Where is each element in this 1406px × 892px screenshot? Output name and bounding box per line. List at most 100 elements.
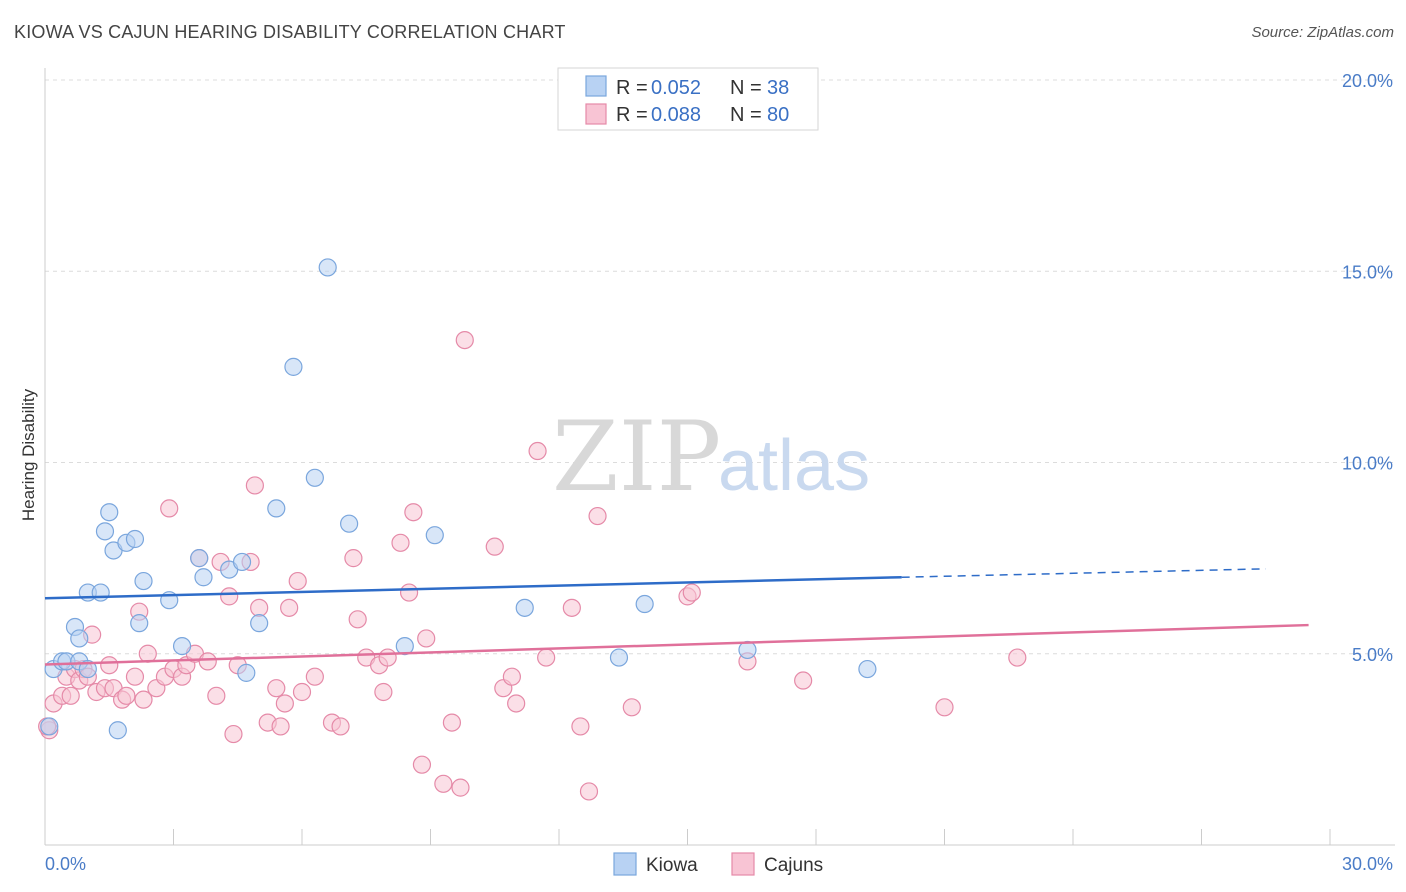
cajun-point: [391, 533, 410, 552]
kiowa-point: [237, 663, 256, 682]
cajun-point: [224, 724, 243, 744]
cajun-point: [622, 698, 641, 717]
kiowa-point: [134, 571, 153, 591]
cajun-point: [220, 587, 239, 606]
cajun-trend-line: [44, 623, 1309, 666]
kiowa-trend-line: [44, 576, 902, 600]
cajun-point: [794, 671, 813, 690]
kiowa-point: [232, 552, 252, 572]
cajun-point: [374, 682, 393, 702]
cajun-point: [485, 537, 504, 556]
watermark-zip: ZIP: [552, 401, 721, 513]
kiowa-point: [318, 258, 337, 277]
kiowa-point: [635, 594, 654, 614]
bottom-legend-label-cajuns: Cajuns: [764, 855, 823, 876]
cajun-point: [579, 782, 599, 801]
cajun-point: [412, 755, 432, 774]
kiowa-point: [108, 721, 127, 740]
correlation-legend: R = 0.052 N = 38 R = 0.088 N = 80: [557, 67, 819, 131]
cajun-point: [245, 476, 264, 495]
y-tick-label: 10.0%: [1342, 454, 1393, 474]
legend-swatch-kiowa: [585, 75, 607, 97]
cajun-point: [271, 717, 290, 736]
cajun-point: [399, 583, 419, 602]
bottom-legend-swatch-cajuns: [731, 852, 755, 876]
kiowa-point: [91, 583, 110, 602]
cajun-point: [331, 717, 350, 736]
cajun-point: [434, 774, 453, 793]
legend-r-label-cajuns: R =: [616, 104, 648, 126]
x-tick-label: 30.0%: [1342, 854, 1393, 874]
cajun-point: [305, 667, 324, 686]
tick-labels: 5.0% 10.0% 15.0% 20.0% 0.0% 30.0%: [45, 71, 1393, 874]
cajun-point: [451, 778, 470, 797]
legend-n-value-kiowa: 38: [767, 77, 789, 99]
kiowa-point: [172, 636, 192, 656]
cajun-point: [442, 713, 462, 732]
data-points: [38, 258, 1027, 801]
cajun-point: [588, 506, 607, 526]
x-tick-label: 0.0%: [45, 854, 86, 874]
y-tick-label: 15.0%: [1342, 262, 1393, 282]
kiowa-point: [250, 614, 269, 633]
kiowa-point: [395, 636, 414, 656]
cajun-point: [134, 690, 153, 709]
cajun-point: [117, 686, 136, 705]
kiowa-point: [70, 629, 89, 648]
kiowa-point: [100, 503, 119, 522]
series-legend: Kiowa Cajuns: [613, 852, 823, 876]
y-tick-label: 5.0%: [1352, 645, 1393, 665]
cajun-point: [292, 682, 312, 702]
cajun-point: [138, 644, 157, 663]
watermark-atlas: atlas: [718, 426, 870, 506]
kiowa-point: [340, 514, 359, 533]
cajun-point: [682, 583, 701, 602]
cajun-point: [348, 610, 367, 629]
legend-r-value-cajuns: 0.088: [651, 104, 701, 126]
cajun-point: [288, 571, 307, 591]
cajun-point: [417, 629, 436, 648]
cajun-point: [455, 331, 474, 350]
kiowa-point: [130, 614, 149, 633]
kiowa-point: [425, 526, 444, 545]
kiowa-trend-extension: [901, 568, 1266, 578]
cajun-point: [250, 598, 269, 617]
y-axis-label: Hearing Disability: [19, 388, 38, 521]
cajun-point: [1008, 648, 1027, 667]
cajun-point: [571, 717, 590, 736]
legend-r-label-kiowa: R =: [616, 77, 648, 99]
kiowa-point: [284, 357, 303, 376]
legend-r-value-kiowa: 0.052: [651, 77, 701, 99]
legend-n-label-cajuns: N =: [730, 104, 762, 126]
cajun-point: [507, 694, 526, 713]
legend-n-value-cajuns: 80: [767, 104, 789, 126]
kiowa-point: [267, 499, 286, 518]
kiowa-point: [515, 598, 534, 617]
cajun-point: [207, 686, 226, 705]
trend-lines: [44, 568, 1309, 666]
cajun-point: [125, 667, 145, 686]
cajun-point: [280, 598, 299, 617]
cajun-point: [528, 441, 547, 461]
axes: [44, 68, 1395, 846]
cajun-point: [160, 499, 179, 518]
kiowa-point: [194, 568, 213, 587]
source-label: Source: ZipAtlas.com: [1251, 24, 1394, 41]
kiowa-point: [609, 648, 629, 667]
cajun-point: [537, 648, 556, 667]
bottom-legend-label-kiowa: Kiowa: [646, 855, 698, 876]
kiowa-point: [190, 549, 209, 568]
bottom-legend-swatch-kiowa: [613, 852, 637, 876]
cajun-point: [344, 549, 363, 568]
y-tick-label: 20.0%: [1342, 71, 1393, 91]
cajun-point: [404, 503, 423, 522]
kiowa-point: [305, 468, 324, 487]
legend-n-label-kiowa: N =: [730, 77, 762, 99]
kiowa-point: [95, 522, 115, 541]
chart-title: KIOWA VS CAJUN HEARING DISABILITY CORREL…: [14, 22, 566, 42]
kiowa-point: [78, 659, 97, 679]
cajun-point: [562, 598, 581, 617]
cajun-point: [275, 694, 294, 713]
cajun-point: [502, 667, 521, 686]
